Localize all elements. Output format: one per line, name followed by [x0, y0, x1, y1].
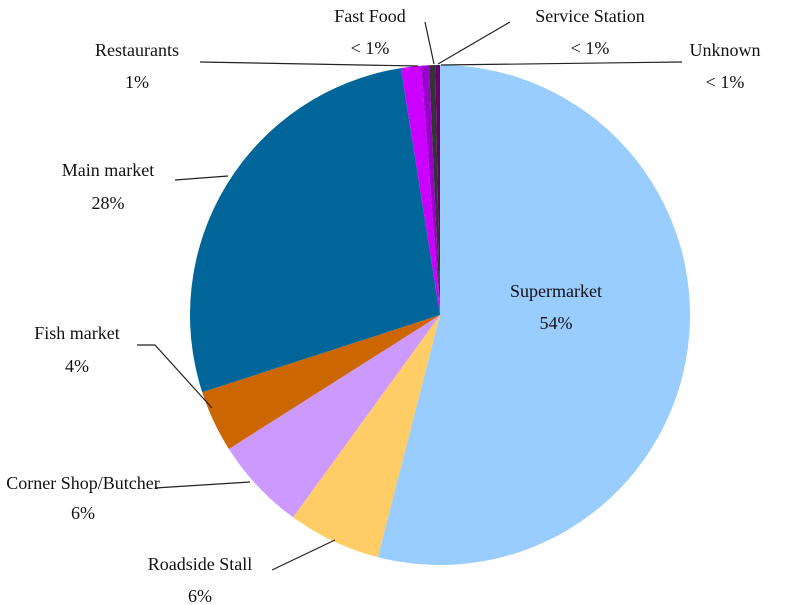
- slice-label: Service Station: [535, 6, 644, 26]
- pie-slice: [189, 68, 440, 393]
- slice-label: Fast Food: [334, 6, 406, 26]
- leader-line: [437, 21, 511, 65]
- slice-value-label: 6%: [71, 503, 95, 523]
- slice-label: Corner Shop/Butcher: [6, 473, 159, 493]
- leader-line: [424, 21, 435, 65]
- slice-label: Restaurants: [95, 40, 179, 60]
- slice-label: Fish market: [34, 323, 120, 343]
- slice-value-label: < 1%: [571, 38, 610, 58]
- slice-value-label: < 1%: [706, 72, 745, 92]
- slice-value-label: 1%: [125, 72, 149, 92]
- pie-slice: [435, 65, 440, 315]
- leader-line: [174, 175, 229, 181]
- slice-value-label: 4%: [65, 356, 89, 376]
- slice-value-label: 6%: [188, 586, 212, 605]
- slice-value-label: 28%: [92, 193, 125, 213]
- pie-slice: [429, 65, 440, 316]
- pie-slice: [377, 65, 690, 565]
- pie-slice: [421, 65, 440, 316]
- slice-label: Supermarket: [510, 281, 602, 301]
- leader-line: [271, 539, 336, 571]
- slice-label: Roadside Stall: [148, 554, 253, 574]
- pie-slice: [228, 315, 440, 518]
- leader-line: [137, 344, 213, 409]
- slice-label: Main market: [62, 160, 154, 180]
- pie-slice: [293, 315, 440, 558]
- pie-slice: [202, 315, 440, 449]
- leader-line: [199, 61, 419, 67]
- pie-slice: [400, 65, 440, 316]
- slice-label: Unknown: [690, 40, 761, 60]
- slice-value-label: 54%: [540, 313, 573, 333]
- leader-line: [154, 481, 251, 489]
- leader-line: [440, 61, 683, 66]
- slice-value-label: < 1%: [351, 38, 390, 58]
